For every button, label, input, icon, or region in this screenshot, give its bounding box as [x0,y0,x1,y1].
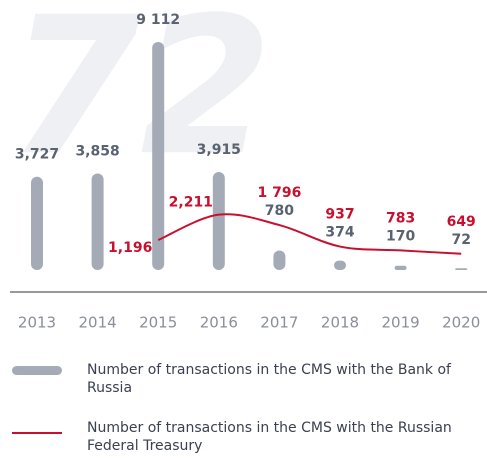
swatch-svg [12,366,62,375]
bar [31,176,43,270]
bar [273,250,286,270]
bar [91,173,104,270]
line-value-label: 783 [386,210,415,226]
bar [334,260,346,270]
line-value-label: 1,196 [108,240,152,256]
line [157,213,462,255]
x-tick-label: 2013 [18,314,56,332]
x-tick-label: 2014 [79,314,117,332]
bar [455,268,468,270]
bar-value-label: 72 [451,232,470,248]
bar-value-label: 3,858 [75,143,119,159]
line-value-label: 1 796 [257,185,301,201]
legend-label: Number of transactions in the CMS with t… [87,420,452,454]
line-value-label: 649 [447,214,476,230]
x-tick-label: 2015 [139,314,177,332]
bar [394,265,407,270]
bar-value-label: 9 112 [136,12,180,28]
x-tick-label: 2019 [382,314,420,332]
bar-value-label: 780 [265,203,294,219]
legend-item: Number of transactions in the CMS with t… [12,361,482,397]
bar [152,42,165,270]
legend-swatch [12,419,62,442]
x-tick-label: 2018 [321,314,359,332]
x-tick-label: 2020 [442,314,480,332]
x-tick-label: 2016 [200,314,238,332]
line-value-label: 2,211 [169,195,213,211]
legend-swatch [12,361,62,384]
bar-value-label: 170 [386,228,415,244]
bar-value-label: 374 [325,225,354,241]
swatch-svg [12,432,62,434]
bar [212,172,225,270]
x-tick-label: 2017 [260,314,298,332]
legend-label: Number of transactions in the CMS with t… [87,362,451,396]
bar-value-label: 3,915 [197,142,241,158]
legend-item: Number of transactions in the CMS with t… [12,419,482,455]
bar-value-label: 3,727 [15,147,59,163]
background-number: 72 [8,0,272,197]
line-value-label: 937 [325,207,354,223]
swatch-bar [12,366,62,375]
